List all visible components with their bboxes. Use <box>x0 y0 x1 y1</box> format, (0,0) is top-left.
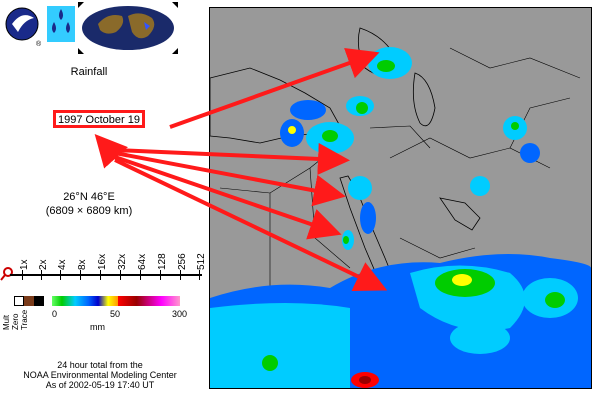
zoom-tick[interactable] <box>60 270 61 280</box>
legend-swatch-mult <box>14 296 24 306</box>
footer-line-2: NOAA Environmental Modeling Center <box>23 370 177 380</box>
center-coordinates: 26°N 46°E <box>63 191 115 203</box>
legend-label-mult: Mult <box>2 314 11 330</box>
zoom-tick[interactable] <box>22 270 23 280</box>
zoom-tick[interactable] <box>80 270 81 280</box>
zoom-label-32x[interactable]: 32x <box>117 253 128 270</box>
zoom-label-64x[interactable]: 64x <box>137 253 148 270</box>
zoom-label-256[interactable]: 256 <box>177 253 188 270</box>
zoom-tick[interactable] <box>100 270 101 280</box>
zoom-tick[interactable] <box>180 270 181 280</box>
zoom-track[interactable] <box>10 274 202 276</box>
legend-tick-300: 300 <box>172 309 188 319</box>
legend-label-zero: Zero <box>11 313 20 330</box>
product-title: Rainfall <box>70 66 108 78</box>
zoom-label-1x[interactable]: 1x <box>19 259 30 270</box>
zoom-label-128[interactable]: 128 <box>157 253 168 270</box>
zoom-tick[interactable] <box>120 270 121 280</box>
rainfall-map[interactable] <box>209 7 592 389</box>
nasa-trmm-logo-icon[interactable]: ® <box>4 4 44 48</box>
zoom-label-512[interactable]: 512 <box>196 253 207 270</box>
legend-tick-50: 50 <box>110 309 121 319</box>
zoom-scale[interactable]: 1x 2x 4x 8x 16x 32x 64x 128 256 512 <box>0 250 207 290</box>
zoom-label-16x[interactable]: 16x <box>97 253 108 270</box>
legend-label-trace: Trace <box>20 309 29 330</box>
zoom-label-4x[interactable]: 4x <box>57 259 68 270</box>
legend-gradient-low <box>52 296 118 306</box>
world-globe-icon[interactable] <box>78 2 178 54</box>
color-legend: 0 50 300 <box>14 296 194 319</box>
control-panel: ® Rainfall 1997 October 19 26°N 46°E (68… <box>0 0 208 400</box>
coordinates-readout: 26°N 46°E (6809 × 6809 km) <box>0 190 178 218</box>
footer-line-1: 24 hour total from the <box>57 360 143 370</box>
date-label[interactable]: 1997 October 19 <box>53 110 145 128</box>
zoom-tick[interactable] <box>41 270 42 280</box>
zoom-tick[interactable] <box>160 270 161 280</box>
legend-tick-0: 0 <box>52 309 58 319</box>
legend-unit: mm <box>90 322 105 332</box>
zoom-label-8x[interactable]: 8x <box>77 259 88 270</box>
svg-text:®: ® <box>36 40 42 48</box>
legend-swatch-trace <box>34 296 44 306</box>
legend-gradient-high <box>118 296 180 306</box>
raindrops-icon[interactable] <box>47 6 75 42</box>
data-source-footer: 24 hour total from the NOAA Environmenta… <box>0 360 200 390</box>
magnifier-icon[interactable] <box>0 266 14 282</box>
map-extent: (6809 × 6809 km) <box>45 205 133 217</box>
zoom-tick[interactable] <box>199 270 200 280</box>
footer-line-3: As of 2002-05-19 17:40 UT <box>45 380 155 390</box>
zoom-label-2x[interactable]: 2x <box>38 259 49 270</box>
zoom-tick[interactable] <box>140 270 141 280</box>
legend-swatch-zero <box>24 296 34 306</box>
rainfall-map-svg[interactable] <box>210 8 591 388</box>
